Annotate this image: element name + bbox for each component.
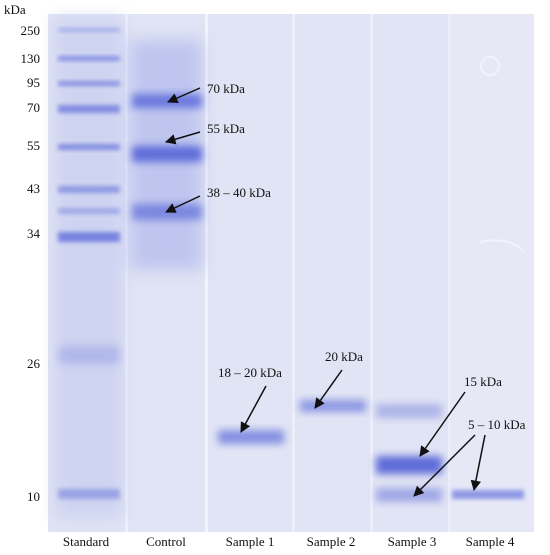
lane-label-sample4: Sample 4 <box>465 534 515 549</box>
annotation-sample34-5-10: 5 – 10 kDa <box>468 417 526 432</box>
lane-label-sample2: Sample 2 <box>306 534 356 549</box>
lane-separator <box>292 14 295 532</box>
marker-label: 70 <box>27 100 40 115</box>
annotation-control-70: 70 kDa <box>207 81 245 96</box>
sample4-band <box>452 490 524 499</box>
annotation-sample2: 20 kDa <box>325 349 363 364</box>
standard-lane-smear <box>55 18 123 518</box>
annotation-sample3-15: 15 kDa <box>464 374 502 389</box>
lane-label-control: Control <box>146 534 186 549</box>
annotation-control-55: 55 kDa <box>207 121 245 136</box>
sample2-band <box>300 400 366 412</box>
annotation-sample1: 18 – 20 kDa <box>218 365 282 380</box>
lane-separator <box>370 14 373 532</box>
lane-separator <box>448 14 450 532</box>
lane-label-standard: Standard <box>62 534 110 549</box>
ladder-bands <box>58 28 120 499</box>
marker-label: 95 <box>27 75 40 90</box>
sample3-bands <box>376 404 442 502</box>
marker-label: 130 <box>20 51 41 66</box>
lane-separator <box>125 14 128 532</box>
sample1-band <box>218 430 284 444</box>
annotation-control-38: 38 – 40 kDa <box>207 185 271 200</box>
marker-label: 250 <box>20 23 41 38</box>
marker-label: 34 <box>27 226 40 241</box>
lane-label-sample1: Sample 1 <box>225 534 275 549</box>
marker-label: 10 <box>27 489 40 504</box>
marker-unit-label: kDa <box>4 2 26 17</box>
annotation-arrows <box>164 87 486 497</box>
marker-label: 43 <box>27 181 40 196</box>
control-bands <box>132 94 202 220</box>
marker-label: 26 <box>27 356 40 371</box>
lane-label-sample3: Sample 3 <box>387 534 437 549</box>
lane-separator <box>205 14 208 532</box>
marker-label: 55 <box>27 138 40 153</box>
